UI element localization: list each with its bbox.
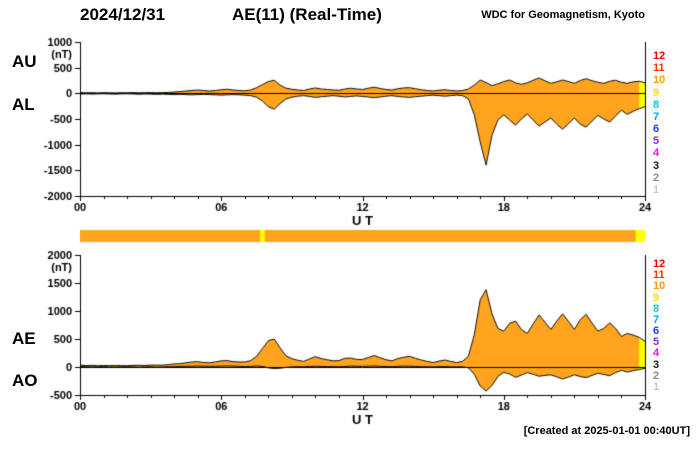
station-count-11: 11 xyxy=(653,62,665,75)
station-count-4: 4 xyxy=(653,147,660,160)
station-count-6: 6 xyxy=(653,123,660,136)
au-axis-label: AU xyxy=(12,52,37,71)
station-count-8: 8 xyxy=(653,98,660,111)
station-count-7: 7 xyxy=(653,110,660,123)
station-count-2: 2 xyxy=(653,369,660,382)
station-count-4: 4 xyxy=(653,347,660,360)
station-count-1: 1 xyxy=(653,380,660,393)
station-count-2: 2 xyxy=(653,171,660,184)
station-count-9: 9 xyxy=(653,291,660,304)
station-count-12: 12 xyxy=(653,50,666,62)
station-count-3: 3 xyxy=(653,358,660,371)
al-axis-label: AL xyxy=(12,95,35,114)
station-count-7: 7 xyxy=(653,313,660,326)
station-count-3: 3 xyxy=(653,159,660,172)
station-count-8: 8 xyxy=(653,302,660,315)
station-count-1: 1 xyxy=(653,183,660,196)
created-at-label: [Created at 2025-01-01 00:40UT] xyxy=(523,425,690,437)
station-count-10: 10 xyxy=(653,280,666,293)
plot-title: AE(11) (Real-Time) xyxy=(232,5,382,24)
station-count-6: 6 xyxy=(653,325,660,338)
station-count-12: 12 xyxy=(653,258,666,270)
station-count-5: 5 xyxy=(653,336,660,349)
station-count-scale-bottom: 12 11 10 9 8 7 6 5 4 3 2 1 xyxy=(653,259,665,393)
station-count-5: 5 xyxy=(653,135,660,148)
plot-date: 2024/12/31 xyxy=(80,5,166,24)
station-count-scale-top: 12 11 10 9 8 7 6 5 4 3 2 1 xyxy=(653,51,665,196)
station-count-11: 11 xyxy=(653,269,665,282)
ao-axis-label: AO xyxy=(12,371,38,390)
station-count-9: 9 xyxy=(653,86,660,99)
ae-axis-label: AE xyxy=(12,329,36,348)
station-count-10: 10 xyxy=(653,74,666,87)
credit-label: WDC for Geomagnetism, Kyoto xyxy=(481,9,645,21)
